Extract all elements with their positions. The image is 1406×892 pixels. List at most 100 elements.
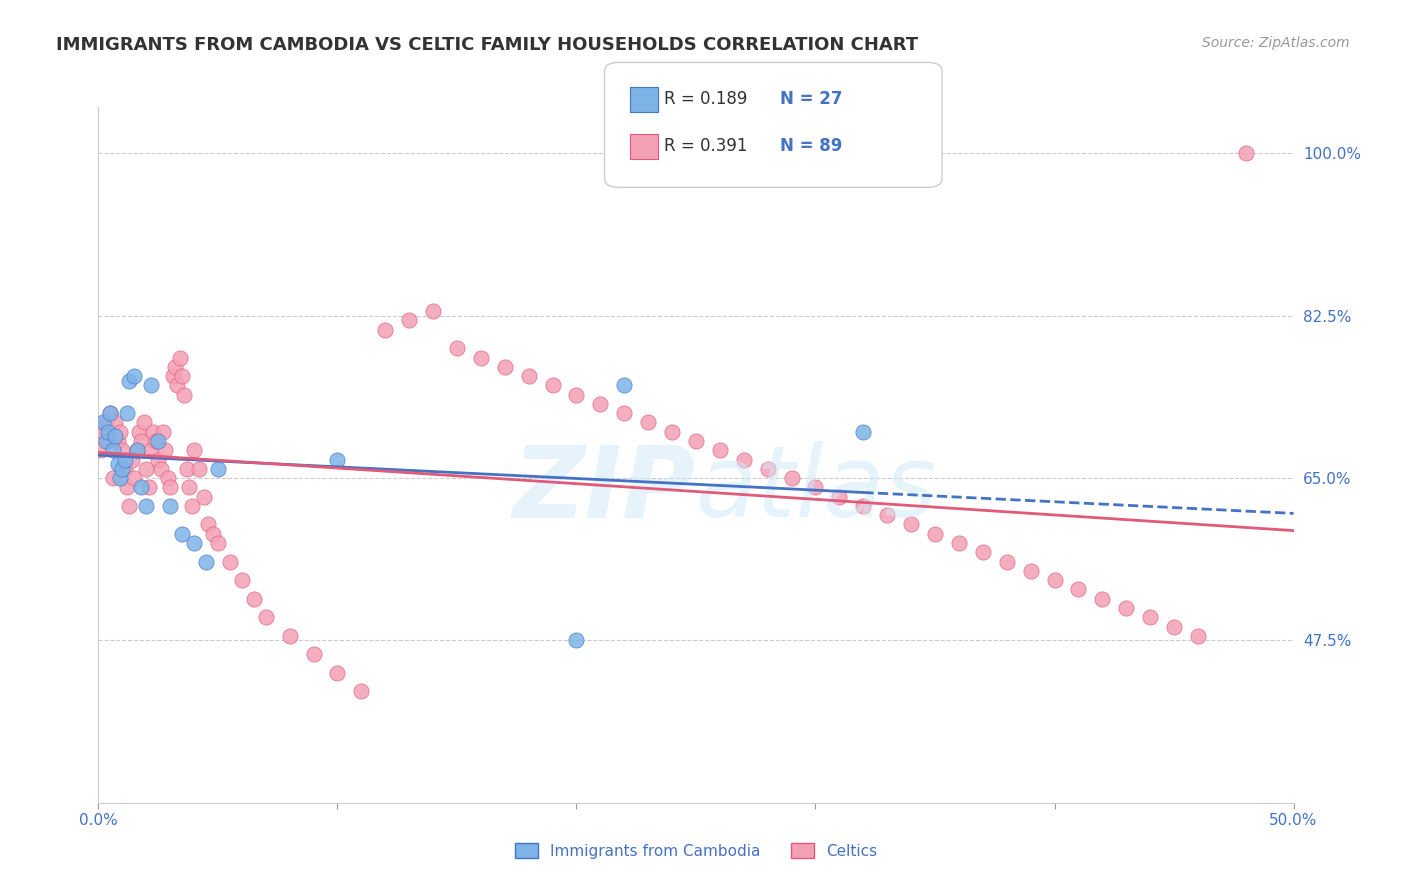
Point — [114, 462, 136, 476]
Point — [302, 648, 325, 662]
Point — [163, 359, 186, 374]
Point — [135, 499, 157, 513]
Point — [541, 378, 564, 392]
Point — [159, 499, 181, 513]
Point — [98, 406, 122, 420]
Point — [104, 416, 127, 430]
Text: N = 27: N = 27 — [780, 90, 842, 108]
Text: N = 89: N = 89 — [780, 136, 842, 154]
Point — [565, 387, 588, 401]
Point — [207, 536, 229, 550]
Point — [780, 471, 803, 485]
Point — [326, 452, 349, 467]
Point — [193, 490, 215, 504]
Point — [494, 359, 516, 374]
Point — [101, 471, 124, 485]
Point — [613, 378, 636, 392]
Point — [145, 434, 167, 448]
Point — [111, 443, 134, 458]
Point — [139, 378, 162, 392]
Point — [470, 351, 492, 365]
Point — [350, 684, 373, 698]
Point — [183, 536, 205, 550]
Point — [254, 610, 277, 624]
Point — [828, 490, 851, 504]
Text: Source: ZipAtlas.com: Source: ZipAtlas.com — [1202, 36, 1350, 50]
Point — [118, 499, 141, 513]
Point — [115, 480, 138, 494]
Point — [155, 443, 177, 458]
Point — [948, 536, 970, 550]
Point — [152, 425, 174, 439]
Point — [1234, 146, 1257, 161]
Point — [108, 471, 131, 485]
Point — [183, 443, 205, 458]
Point — [131, 434, 153, 448]
Legend: Immigrants from Cambodia, Celtics: Immigrants from Cambodia, Celtics — [509, 837, 883, 864]
Point — [243, 591, 266, 606]
Point — [179, 480, 201, 494]
Point — [1043, 573, 1066, 587]
Point — [180, 499, 202, 513]
Point — [637, 416, 659, 430]
Point — [1019, 564, 1042, 578]
Point — [197, 517, 219, 532]
Point — [131, 480, 153, 494]
Point — [278, 629, 301, 643]
Point — [1163, 619, 1185, 633]
Point — [148, 452, 170, 467]
Point — [187, 462, 209, 476]
Point — [124, 471, 146, 485]
Point — [156, 471, 179, 485]
Point — [148, 434, 170, 448]
Point — [517, 369, 540, 384]
Point — [661, 425, 683, 439]
Point — [995, 555, 1018, 569]
Point — [398, 313, 420, 327]
Point — [172, 526, 194, 541]
Point — [101, 443, 124, 458]
Point — [733, 452, 755, 467]
Point — [900, 517, 922, 532]
Point — [162, 369, 184, 384]
Point — [876, 508, 898, 523]
Point — [108, 425, 131, 439]
Point — [176, 462, 198, 476]
Point — [804, 480, 827, 494]
Point — [97, 434, 120, 448]
Text: atlas: atlas — [696, 442, 938, 538]
Text: ZIP: ZIP — [513, 442, 696, 538]
Point — [111, 462, 134, 476]
Point — [138, 480, 160, 494]
Point — [422, 304, 444, 318]
Point — [91, 425, 114, 439]
Point — [94, 434, 117, 448]
Point — [149, 462, 172, 476]
Point — [142, 425, 165, 439]
Text: R = 0.391: R = 0.391 — [664, 136, 747, 154]
Point — [1091, 591, 1114, 606]
Point — [207, 462, 229, 476]
Point — [219, 555, 242, 569]
Point — [852, 499, 875, 513]
Point — [139, 443, 162, 458]
Point — [118, 374, 141, 388]
Point — [852, 425, 875, 439]
Point — [104, 429, 127, 443]
Point — [924, 526, 946, 541]
Point — [159, 480, 181, 494]
Point — [169, 351, 191, 365]
Point — [135, 462, 157, 476]
Point — [97, 425, 120, 439]
Point — [114, 452, 136, 467]
Point — [1115, 601, 1137, 615]
Point — [98, 406, 122, 420]
Point — [1067, 582, 1090, 597]
Point — [125, 443, 148, 458]
Point — [685, 434, 707, 448]
Point — [107, 434, 129, 448]
Point — [132, 416, 155, 430]
Text: IMMIGRANTS FROM CAMBODIA VS CELTIC FAMILY HOUSEHOLDS CORRELATION CHART: IMMIGRANTS FROM CAMBODIA VS CELTIC FAMIL… — [56, 36, 918, 54]
Point — [446, 341, 468, 355]
Point — [326, 665, 349, 680]
